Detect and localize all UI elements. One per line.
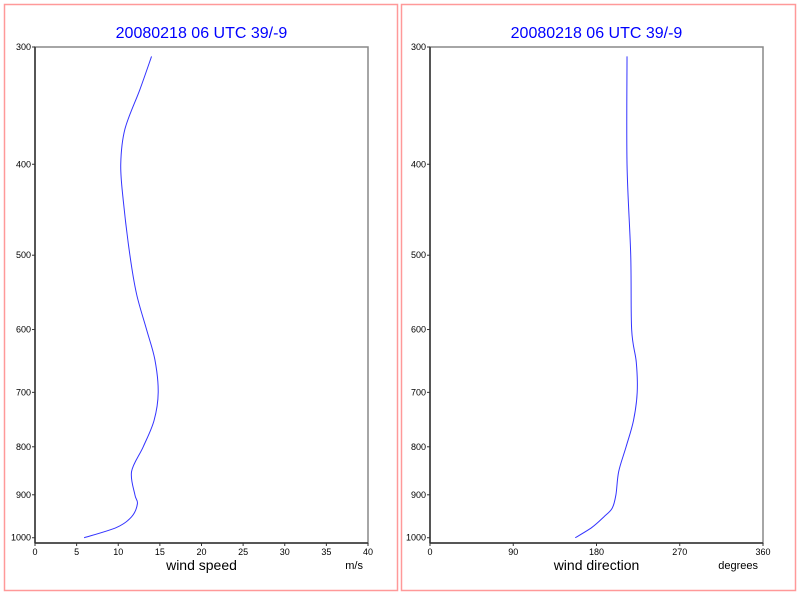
x-tick-label: 270 [672, 547, 687, 557]
y-tick-label: 400 [16, 159, 31, 169]
y-tick-label: 800 [411, 442, 426, 452]
x-tick-label: 30 [280, 547, 290, 557]
x-axis-label: wind direction [553, 557, 640, 573]
y-tick-label: 500 [411, 250, 426, 260]
x-tick-label: 0 [427, 547, 432, 557]
y-tick-label: 800 [16, 442, 31, 452]
x-tick-label: 90 [508, 547, 518, 557]
x-axis-unit: degrees [718, 560, 758, 572]
chart-panel-2: 20080218 06 UTC 39/-9 300 400 500 600 700 800 9… [400, 3, 797, 592]
y-tick-label: 500 [16, 250, 31, 260]
plot-frame [34, 46, 369, 544]
x-axis-unit: m/s [345, 560, 363, 572]
chart-title: 20080218 06 UTC 39/-9 [116, 25, 288, 42]
x-tick-label: 10 [113, 547, 123, 557]
y-tick-label: 700 [16, 387, 31, 397]
series-line-wind-direction [574, 56, 638, 539]
x-tick-label: 25 [238, 547, 248, 557]
y-tick-label: 600 [16, 325, 31, 335]
y-tick-label: 700 [411, 387, 426, 397]
x-tick-label: 35 [321, 547, 331, 557]
y-tick-label: 300 [16, 42, 31, 52]
plot-frame [429, 46, 764, 544]
x-tick-label: 20 [196, 547, 206, 557]
y-tick-label: 1000 [11, 533, 31, 543]
chart-panel-1: 20080218 06 UTC 39/-93004005006007008009… [3, 3, 399, 592]
y-tick-label: 900 [411, 490, 426, 500]
x-tick-label: 0 [32, 547, 37, 557]
x-tick-label: 180 [589, 547, 604, 557]
y-tick-label: 300 [411, 42, 426, 52]
panel-border [3, 3, 399, 592]
chart-title: 20080218 06 UTC 39/-9 [511, 25, 683, 42]
y-tick-label: 900 [16, 490, 31, 500]
panel-border [400, 3, 797, 592]
x-axis-label: wind speed [165, 557, 237, 573]
x-tick-label: 360 [755, 547, 770, 557]
series-line-wind-speed [83, 56, 159, 539]
x-tick-label: 15 [155, 547, 165, 557]
x-tick-label: 40 [363, 547, 373, 557]
y-tick-label: 600 [411, 325, 426, 335]
y-tick-label: 400 [411, 159, 426, 169]
y-tick-label: 1000 [406, 533, 426, 543]
x-tick-label: 5 [74, 547, 79, 557]
